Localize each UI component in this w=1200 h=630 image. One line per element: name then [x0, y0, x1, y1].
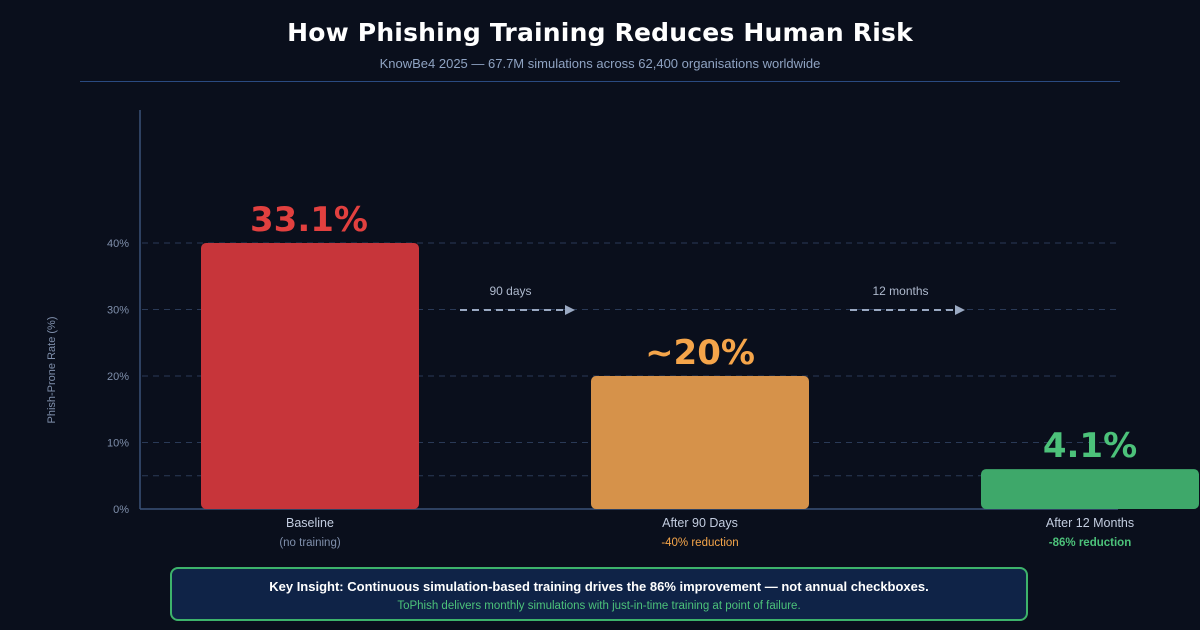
bar-value-label: ~20% [645, 333, 755, 373]
key-insight-text: Key Insight: Continuous simulation-based… [269, 579, 929, 594]
chart-title: How Phishing Training Reduces Human Risk [287, 18, 913, 47]
bar-value-label: 4.1% [1043, 426, 1137, 466]
x-category-label: After 12 Months [1046, 516, 1134, 530]
x-category-sublabel: (no training) [279, 537, 341, 549]
y-tick-label: 0% [113, 504, 129, 516]
y-tick-label: 10% [107, 438, 129, 450]
bar-2 [591, 376, 809, 509]
bar-3 [981, 469, 1199, 509]
transition-label: 90 days [489, 284, 531, 298]
key-insight-subtext: ToPhish delivers monthly simulations wit… [397, 600, 801, 612]
y-tick-label: 30% [107, 305, 129, 317]
bar-value-label: 33.1% [250, 200, 368, 240]
bar-1 [201, 243, 419, 509]
chart-subtitle: KnowBe4 2025 — 67.7M simulations across … [379, 56, 821, 71]
x-category-label: Baseline [286, 516, 334, 530]
x-category-label: After 90 Days [662, 516, 738, 530]
x-category-sublabel: -86% reduction [1049, 537, 1131, 549]
header-divider [80, 81, 1120, 82]
transition-label: 12 months [872, 284, 928, 298]
x-category-sublabel: -40% reduction [661, 537, 738, 549]
y-axis-label: Phish-Prone Rate (%) [46, 317, 58, 424]
key-insight-box: Key Insight: Continuous simulation-based… [170, 567, 1028, 621]
y-tick-label: 40% [107, 238, 129, 250]
y-tick-label: 20% [107, 371, 129, 383]
